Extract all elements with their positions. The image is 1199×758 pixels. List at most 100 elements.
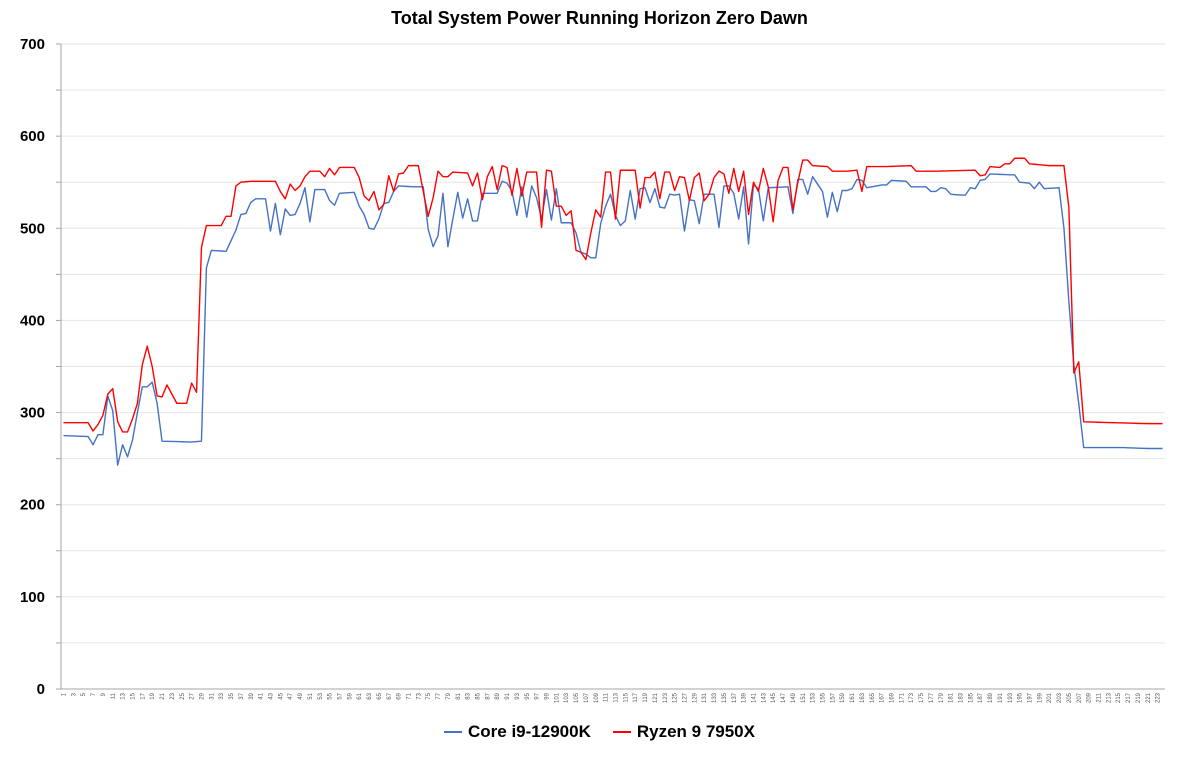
x-tick-label: 27 <box>190 692 196 699</box>
x-tick-label: 155 <box>820 692 826 703</box>
x-tick-label: 157 <box>830 692 836 703</box>
x-tick-label: 137 <box>732 692 738 703</box>
x-tick-label: 65 <box>377 692 383 699</box>
x-tick-label: 215 <box>1116 692 1122 703</box>
x-tick-label: 117 <box>633 692 639 702</box>
x-tick-label: 29 <box>199 692 205 699</box>
x-tick-label: 77 <box>436 692 442 699</box>
x-tick-label: 125 <box>673 692 679 703</box>
x-tick-label: 121 <box>653 692 659 703</box>
y-tick-label: 600 <box>20 128 45 145</box>
x-tick-label: 217 <box>1126 692 1132 703</box>
x-tick-label: 131 <box>702 692 708 703</box>
x-tick-label: 151 <box>801 692 807 703</box>
x-tick-label: 169 <box>889 692 895 703</box>
x-tick-label: 79 <box>446 692 452 699</box>
x-tick-label: 33 <box>219 692 225 699</box>
x-tick-label: 145 <box>771 692 777 703</box>
x-tick-label: 23 <box>170 692 176 699</box>
x-tick-label: 205 <box>1067 692 1073 703</box>
gridlines <box>61 43 1165 644</box>
x-tick-label: 129 <box>692 692 698 703</box>
x-tick-label: 203 <box>1057 692 1063 703</box>
x-tick-label: 119 <box>643 692 649 702</box>
x-tick-label: 37 <box>239 692 245 699</box>
x-tick-label: 45 <box>278 692 284 699</box>
x-tick-label: 83 <box>466 692 472 699</box>
x-tick-label: 5 <box>81 692 87 696</box>
x-tick-label: 81 <box>456 692 462 699</box>
legend-item-ryzen-9: Ryzen 9 7950X <box>612 722 755 742</box>
x-tick-label: 141 <box>751 692 757 703</box>
x-tick-label: 143 <box>761 692 767 703</box>
x-tick-label: 9 <box>101 692 107 696</box>
x-tick-label: 197 <box>1027 692 1033 703</box>
x-tick-label: 93 <box>515 692 521 699</box>
x-tick-label: 115 <box>623 692 629 702</box>
x-tick-label: 211 <box>1096 692 1102 702</box>
x-tick-label: 107 <box>584 692 590 703</box>
x-tick-label: 31 <box>209 692 215 699</box>
x-tick-label: 51 <box>308 692 314 699</box>
x-tick-label: 109 <box>594 692 600 703</box>
x-tick-label: 91 <box>505 692 511 699</box>
x-tick-label: 35 <box>229 692 235 699</box>
x-tick-label: 75 <box>426 692 432 699</box>
x-tick-label: 59 <box>347 692 353 699</box>
x-tick-label: 71 <box>406 692 412 699</box>
x-tick-label: 43 <box>268 692 274 699</box>
x-tick-label: 61 <box>357 692 363 699</box>
x-tick-label: 221 <box>1146 692 1152 703</box>
x-tick-label: 209 <box>1087 692 1093 703</box>
x-tick-label: 7 <box>91 692 97 696</box>
x-tick-label: 73 <box>416 692 422 699</box>
x-tick-label: 89 <box>495 692 501 699</box>
x-tick-label: 135 <box>722 692 728 703</box>
x-tick-label: 127 <box>682 692 688 703</box>
x-tick-label: 207 <box>1077 692 1083 703</box>
x-tick-label: 95 <box>525 692 531 699</box>
y-tick-label: 200 <box>20 497 45 514</box>
y-tick-label: 300 <box>20 405 45 422</box>
x-tick-label: 111 <box>604 692 610 702</box>
y-tick-label: 500 <box>20 220 45 237</box>
x-tick-label: 103 <box>564 692 570 703</box>
x-tick-label: 39 <box>249 692 255 699</box>
x-tick-label: 163 <box>860 692 866 703</box>
x-tick-label: 183 <box>958 692 964 703</box>
x-tick-label: 105 <box>574 692 580 703</box>
x-tick-label: 101 <box>554 692 560 703</box>
x-tick-label: 177 <box>929 692 935 703</box>
x-tick-label: 67 <box>387 692 393 699</box>
y-tick-label: 400 <box>20 312 45 329</box>
x-tick-label: 219 <box>1136 692 1142 703</box>
x-tick-label: 185 <box>968 692 974 703</box>
legend-swatch-ryzen-9 <box>612 731 631 733</box>
y-tick-label: 700 <box>20 36 45 53</box>
x-tick-label: 187 <box>978 692 984 703</box>
x-tick-label: 213 <box>1106 692 1112 703</box>
x-tick-label: 133 <box>712 692 718 703</box>
x-tick-label: 223 <box>1156 692 1162 703</box>
x-tick-label: 171 <box>899 692 905 703</box>
x-tick-label: 201 <box>1047 692 1053 703</box>
x-tick-label: 161 <box>850 692 856 703</box>
x-tick-label: 19 <box>150 692 156 699</box>
legend-swatch-core-i9 <box>444 731 462 733</box>
y-tick-label: 100 <box>20 589 45 606</box>
x-tick-label: 1 <box>61 692 67 696</box>
x-tick-label: 63 <box>367 692 373 699</box>
axes <box>56 43 1165 690</box>
x-tick-label: 15 <box>130 692 136 699</box>
x-tick-label: 3 <box>71 692 77 696</box>
x-tick-label: 47 <box>288 692 294 699</box>
x-tick-label: 153 <box>811 692 817 703</box>
x-tick-label: 123 <box>663 692 669 703</box>
x-tick-label: 139 <box>742 692 748 703</box>
y-tick-label: 0 <box>37 681 45 698</box>
legend-label-ryzen-9: Ryzen 9 7950X <box>636 722 755 741</box>
x-tick-label: 195 <box>1018 692 1024 703</box>
x-tick-label: 175 <box>919 692 925 703</box>
x-tick-label: 85 <box>475 692 481 699</box>
x-tick-label: 167 <box>880 692 886 703</box>
